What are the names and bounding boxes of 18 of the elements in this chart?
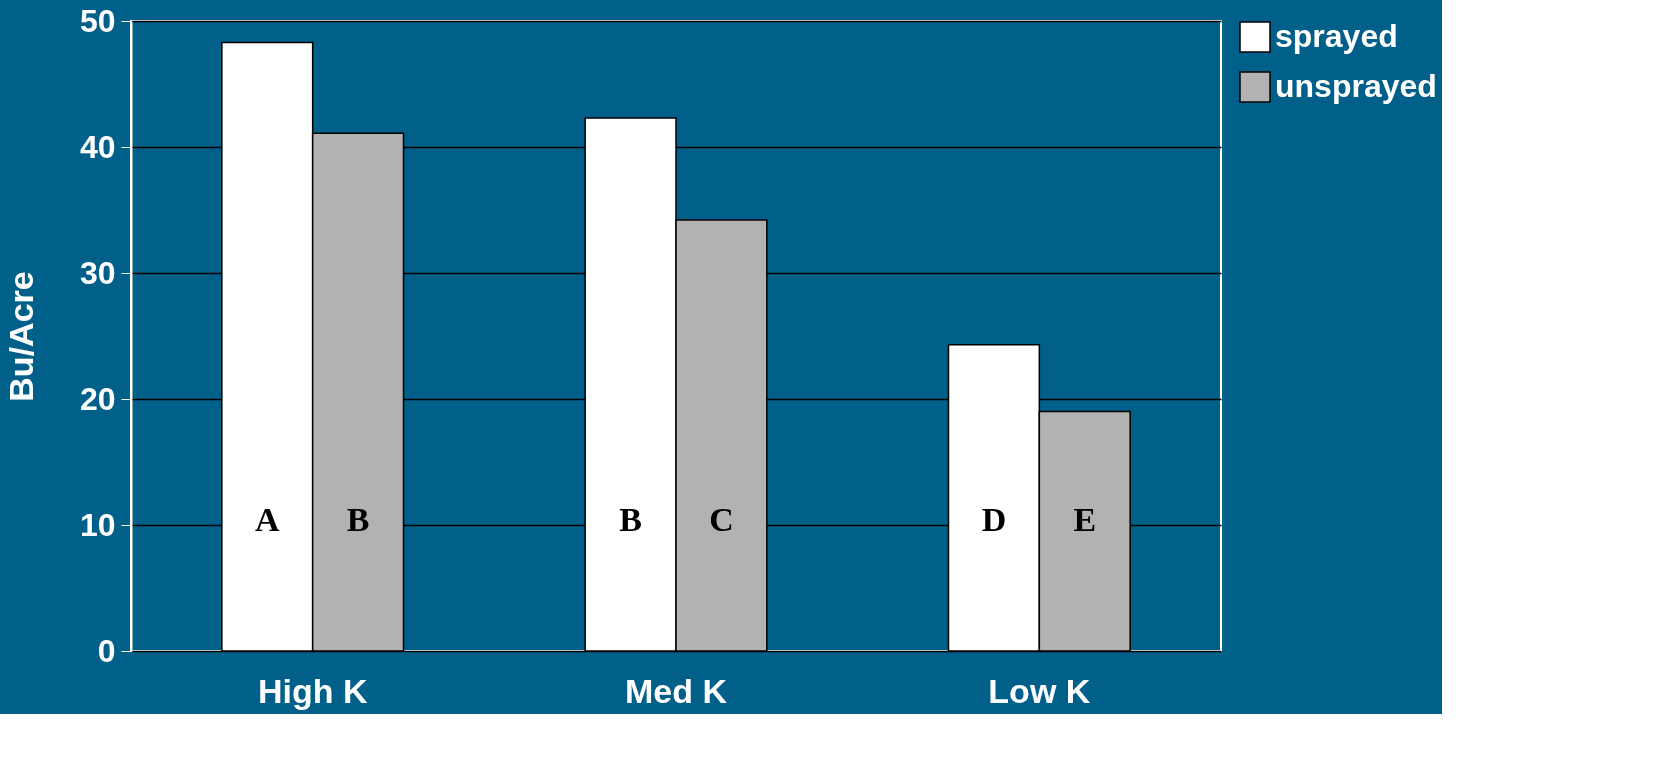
data-label: C xyxy=(709,501,734,538)
data-label: B xyxy=(346,501,370,538)
x-tick-label: Low K xyxy=(988,671,1091,710)
y-tick-label: 20 xyxy=(79,380,116,417)
x-tick-label: Med K xyxy=(625,671,728,710)
y-axis-title: Bu/Acre xyxy=(1,271,40,402)
data-label: E xyxy=(1073,501,1097,538)
legend-label: sprayed xyxy=(1275,18,1398,54)
y-tick-label: 30 xyxy=(79,254,116,291)
y-tick-label: 50 xyxy=(79,2,116,39)
data-label: A xyxy=(254,501,280,538)
data-label: D xyxy=(981,501,1007,538)
legend-label: unsprayed xyxy=(1275,68,1437,104)
x-tick-label: High K xyxy=(257,671,368,710)
y-tick-label: 0 xyxy=(97,632,116,669)
data-label: B xyxy=(619,501,642,538)
y-tick-label: 10 xyxy=(79,506,116,543)
y-tick-label: 40 xyxy=(79,128,116,165)
